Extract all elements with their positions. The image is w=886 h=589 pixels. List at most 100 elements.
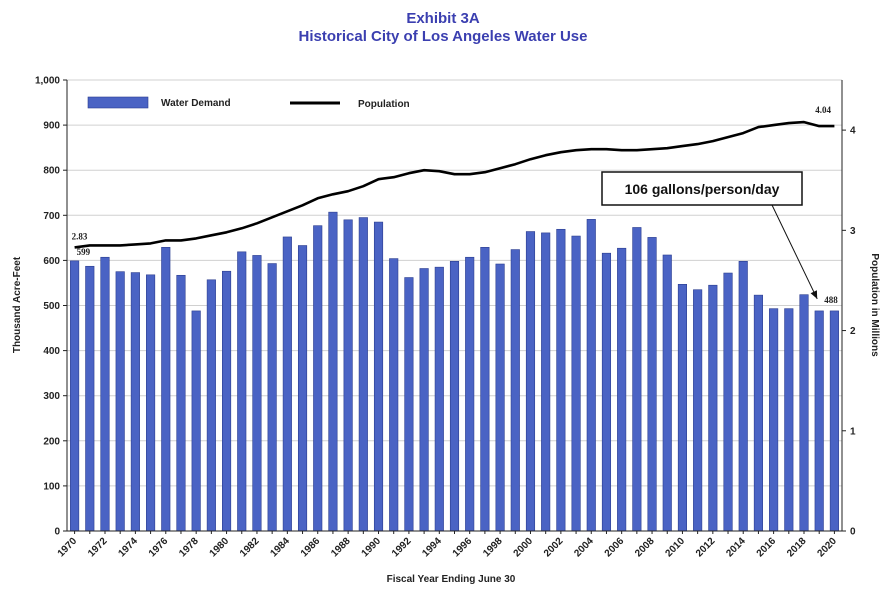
water-demand-bar	[206, 279, 216, 532]
y-tick-label: 900	[43, 121, 60, 132]
water-demand-bar	[586, 219, 596, 532]
x-tick-label: 2008	[633, 536, 657, 560]
chart-title: Exhibit 3A	[406, 10, 480, 27]
x-tick-label: 1984	[268, 536, 292, 560]
water-demand-bar	[328, 211, 338, 532]
y2-tick-label: 1	[850, 426, 856, 437]
water-demand-bar	[267, 263, 277, 532]
legend-water-demand-label: Water Demand	[161, 98, 231, 109]
water-demand-bar	[693, 289, 703, 532]
population-line	[74, 120, 835, 249]
callout-text: 106 gallons/person/day	[625, 181, 780, 197]
y-tick-label: 0	[54, 527, 60, 538]
water-demand-bar	[617, 247, 627, 532]
y-tick-label: 400	[43, 346, 60, 357]
x-tick-label: 2004	[572, 536, 596, 560]
y-tick-label: 500	[43, 301, 60, 312]
x-tick-label: 2014	[724, 536, 748, 560]
x-tick-label: 1976	[147, 536, 171, 560]
x-tick-label: 1996	[451, 536, 475, 560]
chart-subtitle: Historical City of Los Angeles Water Use	[298, 28, 588, 45]
water-demand-bar	[753, 294, 763, 532]
water-demand-bar	[677, 284, 687, 532]
x-tick-label: 1986	[299, 536, 323, 560]
water-demand-start-label: 599	[77, 247, 91, 257]
x-tick-label: 1972	[86, 536, 110, 560]
x-tick-label: 1970	[56, 536, 80, 560]
water-demand-bar	[480, 247, 490, 532]
population-end-label: 4.04	[815, 105, 831, 115]
water-demand-bar	[191, 310, 201, 532]
y-tick-label: 200	[43, 436, 60, 447]
water-demand-bar	[282, 236, 292, 532]
water-demand-bar	[738, 261, 748, 532]
water-demand-bar	[525, 231, 536, 532]
y-tick-label: 700	[43, 211, 60, 222]
x-tick-label: 1994	[420, 536, 444, 560]
water-demand-bar	[176, 274, 186, 532]
y-axis-title: Thousand Acre-Feet	[12, 256, 23, 353]
water-demand-bar	[708, 284, 718, 532]
y-tick-label: 300	[43, 391, 60, 402]
y-tick-label: 1,000	[35, 76, 60, 87]
x-tick-label: 2016	[755, 536, 779, 560]
water-demand-bar	[100, 256, 110, 532]
x-tick-label: 2002	[542, 536, 566, 560]
water-demand-bar	[237, 251, 247, 532]
water-demand-bar	[130, 272, 140, 532]
water-demand-bar	[647, 237, 657, 532]
water-demand-end-label: 488	[824, 295, 838, 305]
x-axis-title: Fiscal Year Ending June 30	[387, 574, 516, 585]
x-tick-label: 1992	[390, 536, 414, 560]
x-tick-label: 2012	[694, 536, 718, 560]
callout-box	[601, 171, 803, 206]
x-tick-label: 1990	[360, 536, 384, 560]
y2-axis-title: Population in Millions	[869, 253, 880, 357]
x-tick-label: 1988	[329, 536, 353, 560]
y2-tick-label: 2	[850, 326, 856, 337]
y-tick-label: 600	[43, 256, 60, 267]
water-demand-bar	[404, 277, 414, 532]
legend-population-label: Population	[358, 99, 410, 110]
water-demand-bar	[146, 274, 156, 532]
water-demand-bar	[389, 258, 399, 532]
water-demand-bar	[723, 272, 733, 532]
water-demand-bar	[449, 261, 460, 532]
water-demand-bar	[829, 310, 839, 532]
water-demand-bar	[784, 308, 794, 532]
x-tick-label: 2010	[664, 536, 688, 560]
legend-water-demand-swatch	[87, 96, 149, 109]
y2-tick-label: 0	[850, 527, 856, 538]
water-demand-bar	[495, 263, 505, 532]
x-tick-label: 1998	[481, 536, 505, 560]
water-demand-bar	[571, 235, 581, 532]
x-tick-label: 2018	[785, 536, 809, 560]
x-tick-label: 2020	[815, 536, 839, 560]
water-demand-bar	[662, 254, 672, 532]
water-demand-bar	[313, 225, 323, 532]
water-demand-bar	[85, 265, 95, 532]
x-tick-label: 1980	[208, 536, 232, 560]
x-tick-label: 1982	[238, 536, 262, 560]
water-demand-bar	[601, 252, 612, 532]
water-demand-bar	[419, 268, 429, 532]
water-demand-bar	[297, 245, 308, 532]
water-demand-bar	[814, 310, 824, 532]
x-tick-label: 1978	[177, 536, 201, 560]
water-demand-bar	[115, 271, 125, 532]
callout-arrow-head	[810, 290, 818, 299]
y-tick-label: 800	[43, 166, 60, 177]
y2-tick-label: 4	[850, 126, 856, 137]
water-demand-bar	[465, 256, 475, 532]
y-tick-label: 100	[43, 481, 60, 492]
water-demand-bar	[343, 219, 353, 532]
x-tick-label: 2006	[603, 536, 627, 560]
x-tick-label: 2000	[512, 536, 536, 560]
callout-arrow-line	[771, 204, 818, 300]
water-demand-bar	[373, 221, 384, 532]
population-start-label: 2.83	[72, 231, 88, 241]
water-demand-bar	[510, 249, 520, 532]
water-demand-bar	[358, 217, 368, 532]
x-tick-label: 1974	[116, 536, 140, 560]
